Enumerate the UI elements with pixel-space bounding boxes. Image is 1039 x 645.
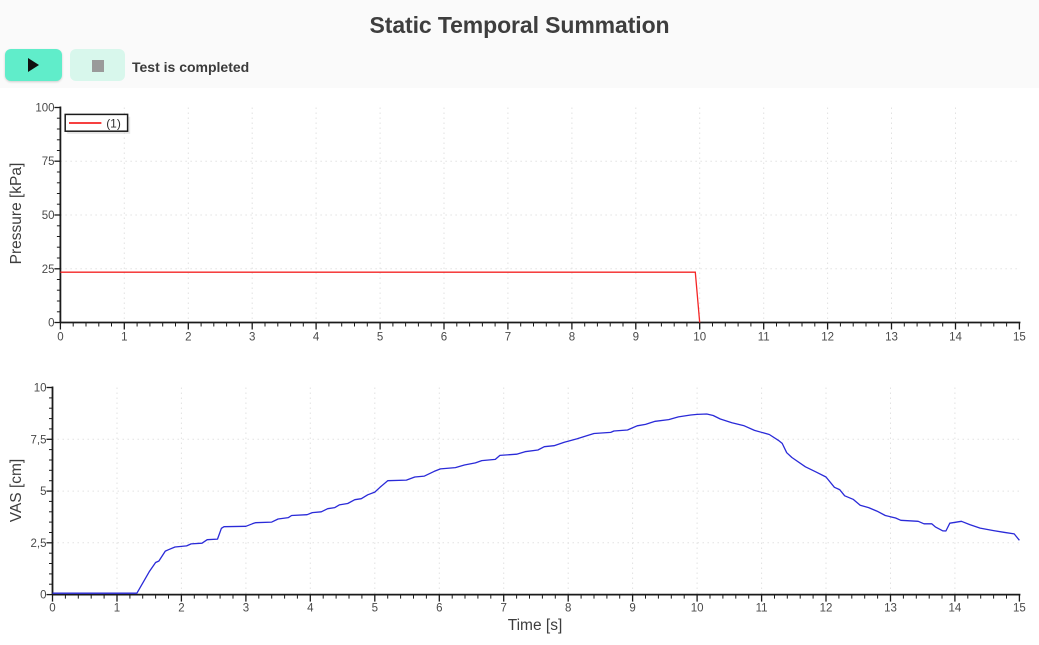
svg-text:1: 1 (114, 603, 120, 615)
svg-text:11: 11 (758, 332, 770, 344)
svg-text:11: 11 (756, 603, 768, 615)
svg-text:7: 7 (500, 603, 506, 615)
svg-text:6: 6 (441, 332, 447, 344)
svg-text:9: 9 (633, 332, 639, 344)
svg-text:15: 15 (1013, 603, 1026, 615)
svg-text:9: 9 (629, 603, 635, 615)
svg-text:0: 0 (49, 603, 55, 615)
svg-text:3: 3 (249, 332, 255, 344)
svg-text:7,5: 7,5 (31, 434, 47, 446)
svg-text:2,5: 2,5 (31, 538, 47, 550)
svg-text:6: 6 (436, 603, 442, 615)
svg-text:Time [s]: Time [s] (508, 617, 563, 634)
svg-text:VAS [cm]: VAS [cm] (8, 459, 25, 522)
svg-text:2: 2 (185, 332, 191, 344)
svg-text:8: 8 (565, 603, 571, 615)
svg-text:5: 5 (40, 486, 46, 498)
svg-text:0: 0 (40, 590, 46, 602)
svg-text:12: 12 (821, 332, 834, 344)
svg-text:75: 75 (42, 156, 55, 168)
svg-text:15: 15 (1013, 332, 1026, 344)
svg-text:0: 0 (48, 318, 54, 330)
svg-text:12: 12 (820, 603, 833, 615)
svg-text:8: 8 (569, 332, 575, 344)
svg-text:5: 5 (372, 603, 378, 615)
svg-text:5: 5 (377, 332, 383, 344)
svg-text:1: 1 (121, 332, 127, 344)
svg-text:4: 4 (307, 603, 314, 615)
svg-text:10: 10 (34, 383, 47, 395)
svg-text:4: 4 (313, 332, 320, 344)
svg-text:50: 50 (42, 210, 55, 222)
svg-text:Pressure [kPa]: Pressure [kPa] (8, 163, 25, 265)
svg-text:(1): (1) (106, 117, 121, 131)
svg-text:13: 13 (885, 332, 898, 344)
svg-text:25: 25 (42, 264, 55, 276)
svg-text:10: 10 (693, 332, 706, 344)
svg-text:3: 3 (243, 603, 249, 615)
svg-text:10: 10 (691, 603, 704, 615)
svg-text:13: 13 (884, 603, 897, 615)
svg-text:14: 14 (949, 603, 962, 615)
svg-text:100: 100 (35, 103, 54, 115)
svg-text:7: 7 (505, 332, 511, 344)
svg-text:14: 14 (949, 332, 962, 344)
svg-text:2: 2 (178, 603, 184, 615)
svg-text:0: 0 (57, 332, 63, 344)
